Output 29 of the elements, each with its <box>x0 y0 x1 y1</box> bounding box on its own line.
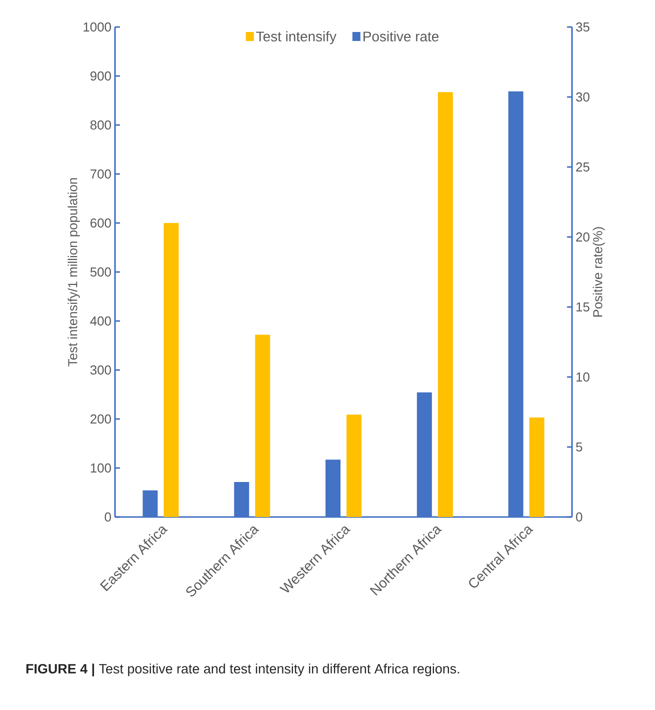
y2-tick-label: 35 <box>576 22 590 32</box>
y-tick-label: 900 <box>90 71 111 81</box>
y-tick-label: 1000 <box>84 22 111 32</box>
y-tick-label: 100 <box>90 463 111 473</box>
y2-axis-title: Positive rate(%) <box>592 227 605 317</box>
y2-tick-label: 0 <box>576 512 582 522</box>
y-tick-label: 700 <box>90 169 111 179</box>
bar <box>438 92 453 517</box>
bar <box>529 418 544 517</box>
y-tick-label: 300 <box>90 365 111 375</box>
y-tick-label: 500 <box>90 267 111 277</box>
bar <box>164 222 179 517</box>
y2-tick-label: 5 <box>576 442 582 452</box>
legend-label: Test intensify <box>256 31 336 44</box>
y2-tick-label: 25 <box>576 162 590 172</box>
y-tick-label: 200 <box>90 414 111 424</box>
y-tick-label: 800 <box>90 120 111 130</box>
y-axis-title: Test intensify/1 million population <box>68 178 80 366</box>
bar <box>255 334 270 517</box>
y-tick-label: 400 <box>90 316 111 326</box>
y-tick-label: 600 <box>90 218 111 228</box>
text: FIGURE 4 | Test positive rate and test intensity in different Africa regions. <box>26 664 460 676</box>
y2-tick-label: 10 <box>576 372 590 382</box>
y-tick-label: 0 <box>104 512 111 522</box>
y2-tick-label: 20 <box>576 232 590 242</box>
y2-tick-label: 15 <box>576 302 590 312</box>
legend-label: Positive rate <box>364 31 439 42</box>
y2-tick-label: 30 <box>576 92 590 102</box>
bar <box>346 414 362 517</box>
